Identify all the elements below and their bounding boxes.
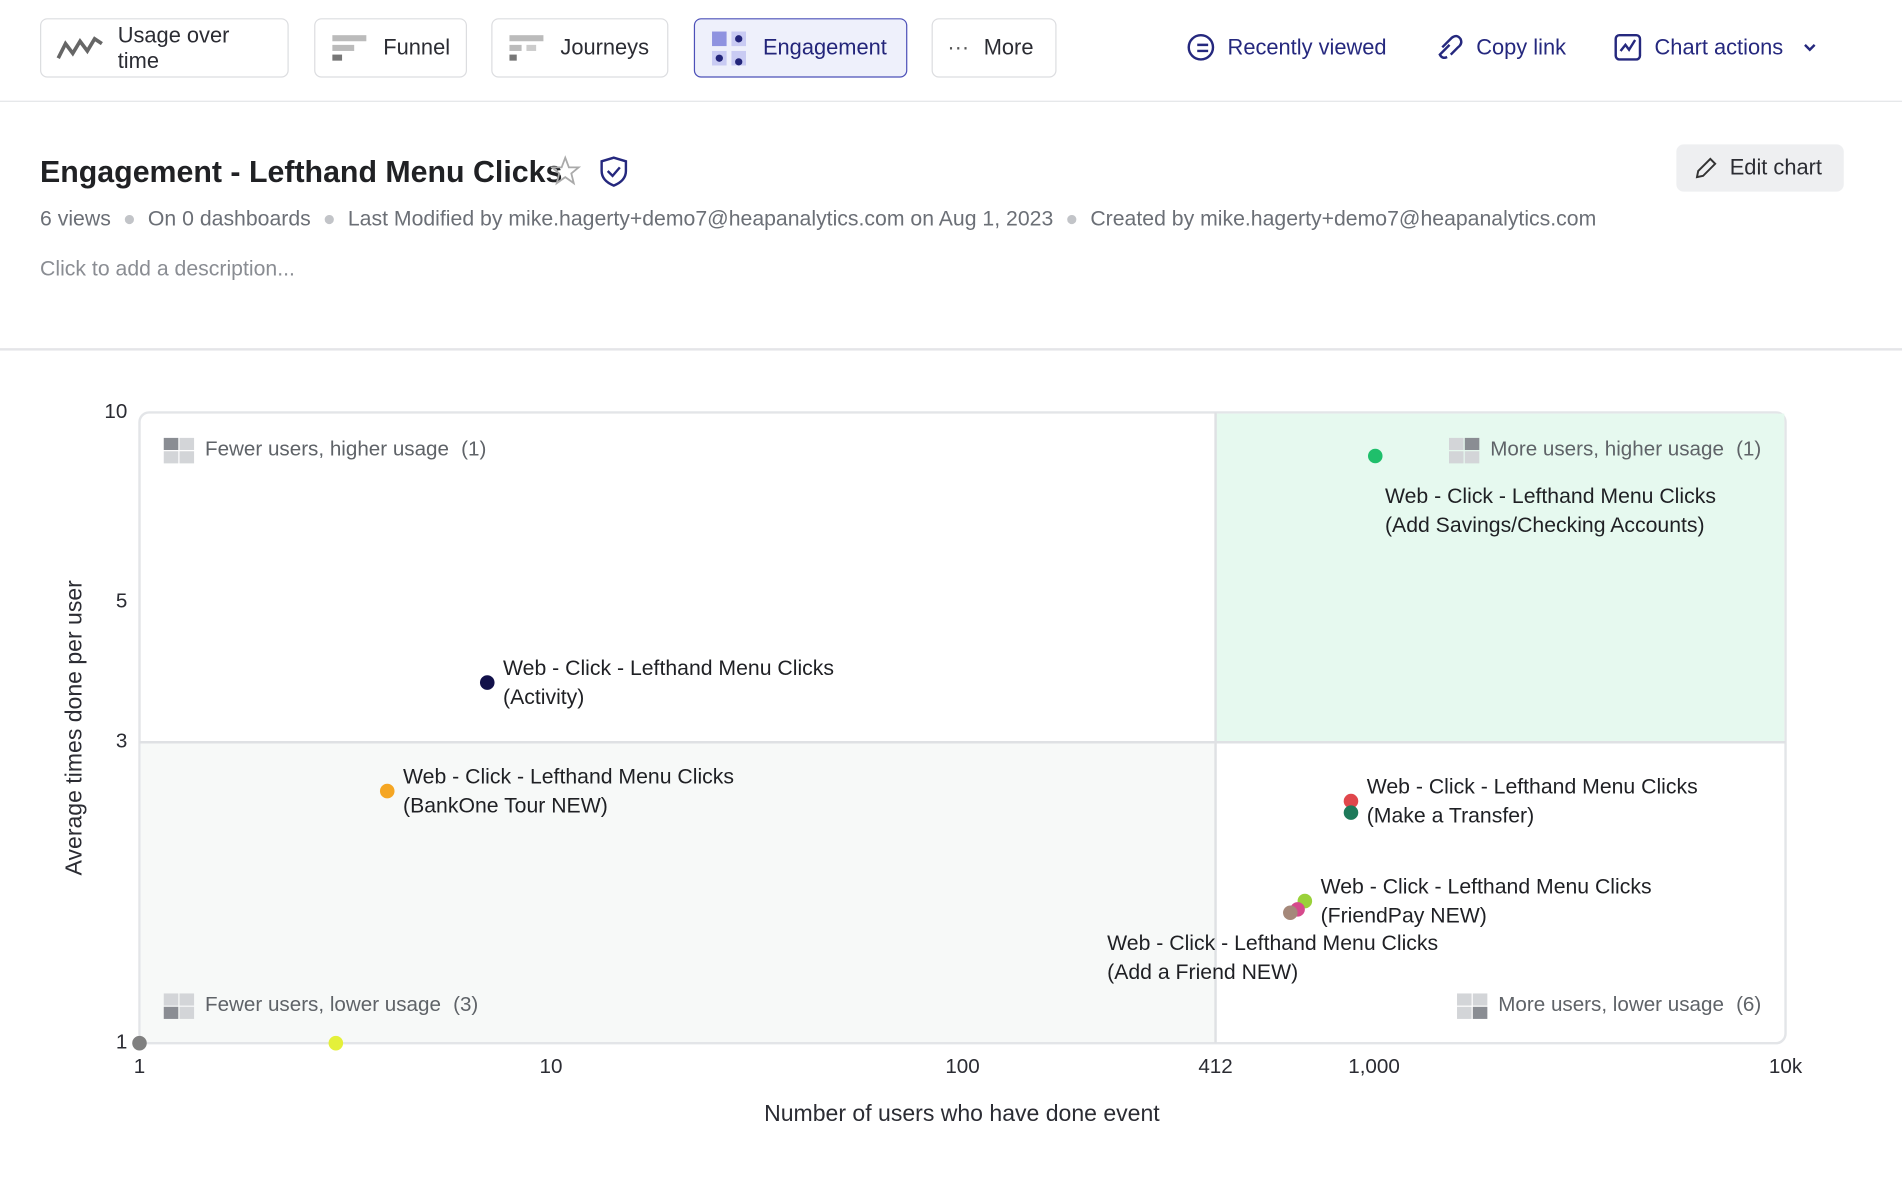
quadrant-icon (163, 437, 179, 451)
icon (332, 34, 367, 61)
point-label: (Activity) (503, 686, 584, 709)
point (328, 1035, 344, 1051)
meta-item: 6 views (40, 206, 111, 231)
tab[interactable]: Funnel (314, 18, 468, 78)
link-label: Recently viewed (1227, 34, 1387, 59)
meta-item: On 0 dashboards (147, 206, 311, 231)
tab-label: Engagement (762, 35, 887, 60)
quadrant-icon (163, 451, 179, 464)
quadrant-count: (3) (453, 993, 478, 1016)
point-label: Web - Click - Lefthand Menu Clicks (403, 765, 734, 788)
quadrant-icon (1448, 437, 1464, 451)
point-label: (Make a Transfer) (1367, 804, 1534, 827)
x-tick-label: 1 (134, 1055, 145, 1078)
x-tick-label: 1,000 (1348, 1055, 1400, 1078)
icon (1614, 33, 1642, 61)
quadrant-label: More users, higher usage (1490, 437, 1724, 460)
quadrant-icon (1472, 1006, 1488, 1019)
y-tick-label: 5 (116, 590, 127, 613)
link[interactable]: Recently viewed (1186, 33, 1387, 62)
quadrant-label: Fewer users, lower usage (205, 993, 441, 1016)
y-axis-title: Average times done per user (60, 580, 86, 876)
x-tick-label: 412 (1198, 1055, 1232, 1078)
point-label: (Add Savings/Checking Accounts) (1385, 514, 1705, 537)
y-tick-label: 3 (116, 730, 127, 753)
quadrant-icon (1464, 451, 1480, 464)
quadrant-icon (179, 993, 195, 1006)
point-label: Web - Click - Lefthand Menu Clicks (1107, 932, 1438, 955)
link[interactable]: Chart actions (1613, 33, 1824, 62)
icon (1187, 33, 1215, 61)
point-label: Web - Click - Lefthand Menu Clicks (1385, 485, 1716, 508)
quadrant-icon (1457, 993, 1472, 1006)
tab[interactable]: Usage over time (40, 18, 289, 78)
quadrant-icon (1472, 993, 1488, 1006)
quadrant-bg (1215, 413, 1785, 743)
point-label: (BankOne Tour NEW) (403, 794, 608, 817)
quadrant-bg (140, 742, 1216, 1042)
tab[interactable]: Journeys (491, 18, 669, 78)
meta-item: Last Modified by mike.hagerty+demo7@heap… (347, 206, 1054, 231)
quadrant-icon (1464, 437, 1480, 451)
icon (1438, 34, 1463, 60)
icon: ··· (947, 35, 970, 60)
chevron (1804, 44, 1816, 52)
tab-label: Funnel (383, 35, 451, 60)
y-tick-label: 10 (104, 400, 127, 423)
quadrant-label: More users, lower usage (1498, 993, 1724, 1016)
icon (509, 34, 544, 61)
icon (712, 30, 746, 65)
point-label: Web - Click - Lefthand Menu Clicks (1321, 875, 1652, 898)
x-tick-label: 100 (945, 1055, 979, 1078)
quadrant-icon (163, 993, 179, 1006)
quadrant-count: (6) (1736, 993, 1761, 1016)
point-label: Web - Click - Lefthand Menu Clicks (503, 657, 834, 680)
edit-button[interactable]: Edit chart (1676, 144, 1844, 192)
description[interactable]: Click to add a description... (40, 255, 295, 281)
link[interactable]: Copy link (1437, 33, 1566, 62)
point-label: (FriendPay NEW) (1321, 904, 1487, 927)
tab[interactable]: Engagement (693, 18, 908, 78)
icon (1695, 156, 1717, 178)
link-label: Chart actions (1654, 34, 1784, 59)
title-icons (550, 155, 628, 187)
quadrant-icon (163, 1006, 179, 1019)
y-tick-label: 1 (116, 1031, 127, 1054)
quadrant-count: (1) (1736, 437, 1761, 460)
chart-title: Engagement - Lefthand Menu Clicks (40, 155, 563, 190)
quadrant-icon (179, 1006, 195, 1019)
quadrant-icon (1448, 451, 1464, 464)
quadrant-icon (179, 451, 195, 464)
point (132, 1035, 147, 1051)
quadrant-count: (1) (461, 437, 486, 460)
chart: Number of users who have done event Aver… (60, 400, 1803, 1126)
point-label: Web - Click - Lefthand Menu Clicks (1367, 775, 1698, 798)
divider (0, 100, 1902, 102)
icon (56, 35, 103, 59)
x-tick-label: 10k (1769, 1055, 1803, 1078)
quadrant-icon (1457, 1006, 1472, 1019)
x-tick-label: 10 (540, 1055, 563, 1078)
tab-label: Journeys (560, 35, 650, 60)
x-axis-title: Number of users who have done event (764, 1100, 1160, 1126)
point (1283, 905, 1298, 921)
point (1343, 805, 1359, 820)
tab[interactable]: ··· More (931, 18, 1057, 78)
point (1367, 448, 1383, 464)
point (379, 783, 395, 799)
divider (0, 348, 1902, 351)
link-label: Copy link (1476, 34, 1567, 59)
quadrant-icon (179, 437, 195, 451)
quadrant-label: Fewer users, higher usage (205, 437, 449, 460)
button-label: Edit chart (1729, 155, 1822, 180)
tab-label: Usage over time (117, 22, 230, 73)
meta-item: Created by mike.hagerty+demo7@heapanalyt… (1090, 206, 1597, 231)
point (479, 675, 495, 690)
point-label: (Add a Friend NEW) (1107, 961, 1298, 984)
point (1343, 793, 1359, 809)
tab-label: More (983, 35, 1034, 60)
meta: 6 views ● On 0 dashboards ● Last Modified … (40, 206, 1597, 231)
